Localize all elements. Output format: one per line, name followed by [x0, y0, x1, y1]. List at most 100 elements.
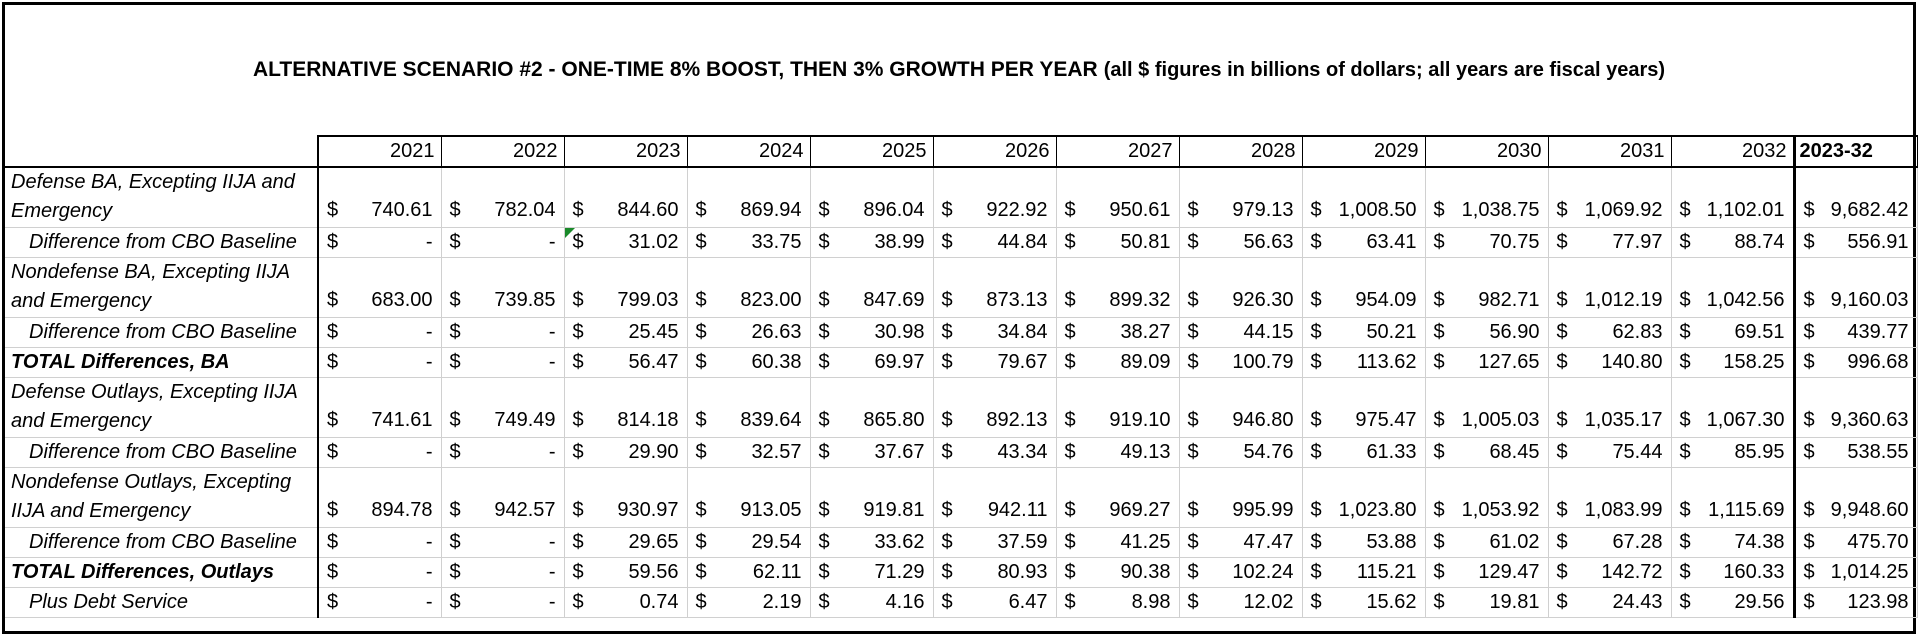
cell-value: 38.99 — [874, 230, 925, 253]
total-cell: $996.68 — [1792, 347, 1918, 378]
value-cell: $142.72 — [1548, 557, 1672, 588]
currency-symbol: $ — [449, 198, 461, 221]
cell-value: 56.63 — [1243, 230, 1294, 253]
year-header: 2030 — [1425, 135, 1549, 168]
value-cell: $950.61 — [1056, 167, 1180, 228]
currency-symbol: $ — [1556, 440, 1568, 463]
currency-symbol: $ — [1803, 198, 1815, 221]
value-cell: $6.47 — [933, 587, 1057, 618]
cell-value: 1,005.03 — [1461, 408, 1540, 431]
cell-value: 29.54 — [751, 530, 802, 553]
value-cell: $1,042.56 — [1671, 257, 1795, 318]
table-row: Defense BA, Excepting IIJA and Emergency… — [5, 167, 1918, 228]
cell-value: 30.98 — [874, 320, 925, 343]
cell-value: 61.02 — [1489, 530, 1540, 553]
cell-value: 1,008.50 — [1338, 198, 1417, 221]
cell-value: - — [548, 560, 556, 583]
currency-symbol: $ — [1187, 590, 1199, 613]
currency-symbol: $ — [941, 590, 953, 613]
cell-value: 1,023.80 — [1338, 498, 1417, 521]
header-blank-cell — [5, 136, 319, 168]
currency-symbol: $ — [327, 498, 339, 521]
cell-value: 113.62 — [1356, 350, 1417, 373]
value-cell: $ - — [441, 557, 565, 588]
cell-value: 160.33 — [1723, 560, 1785, 583]
cell-value: 71.29 — [874, 560, 925, 583]
value-cell: $1,038.75 — [1425, 167, 1549, 228]
currency-symbol: $ — [1310, 230, 1322, 253]
currency-symbol: $ — [1433, 498, 1445, 521]
value-cell: $799.03 — [564, 257, 688, 318]
currency-symbol: $ — [449, 350, 461, 373]
value-cell: $44.15 — [1179, 317, 1303, 348]
currency-symbol: $ — [572, 590, 584, 613]
value-cell: $29.90 — [564, 437, 688, 468]
currency-symbol: $ — [327, 288, 339, 311]
table-row: Nondefense Outlays, Excepting IIJA and E… — [5, 467, 1918, 528]
currency-symbol: $ — [1433, 590, 1445, 613]
cell-value: 0.74 — [639, 590, 679, 613]
row-label: Nondefense Outlays, Excepting IIJA and E… — [5, 467, 319, 528]
cell-value: 43.34 — [997, 440, 1048, 463]
cell-value: - — [425, 440, 433, 463]
cell-value: 899.32 — [1109, 288, 1171, 311]
currency-symbol: $ — [1433, 230, 1445, 253]
currency-symbol: $ — [327, 350, 339, 373]
cell-value: 33.62 — [874, 530, 925, 553]
cell-value: 1,042.56 — [1706, 288, 1785, 311]
value-cell: $930.97 — [564, 467, 688, 528]
currency-symbol: $ — [941, 530, 953, 553]
currency-symbol: $ — [1679, 560, 1691, 583]
value-cell: $61.33 — [1302, 437, 1426, 468]
cell-value: 62.83 — [1612, 320, 1663, 343]
cell-value: 1,038.75 — [1461, 198, 1540, 221]
value-cell: $50.21 — [1302, 317, 1426, 348]
currency-symbol: $ — [695, 230, 707, 253]
value-cell: $29.56 — [1671, 587, 1795, 618]
currency-symbol: $ — [449, 530, 461, 553]
currency-symbol: $ — [327, 230, 339, 253]
currency-symbol: $ — [327, 320, 339, 343]
cell-value: 683.00 — [371, 288, 433, 311]
cell-value: - — [548, 440, 556, 463]
value-cell: $69.97 — [810, 347, 934, 378]
currency-symbol: $ — [818, 530, 830, 553]
currency-symbol: $ — [818, 560, 830, 583]
currency-symbol: $ — [1064, 320, 1076, 343]
currency-symbol: $ — [449, 498, 461, 521]
value-cell: $56.63 — [1179, 227, 1303, 258]
value-cell: $749.49 — [441, 377, 565, 438]
cell-value: 9,160.03 — [1830, 288, 1909, 311]
cell-value: 75.44 — [1612, 440, 1663, 463]
currency-symbol: $ — [818, 230, 830, 253]
value-cell: $80.93 — [933, 557, 1057, 588]
currency-symbol: $ — [1556, 560, 1568, 583]
cell-value: 32.57 — [751, 440, 802, 463]
comment-flag-icon — [564, 227, 575, 238]
year-header: 2026 — [933, 135, 1057, 168]
cell-value: 538.55 — [1847, 440, 1909, 463]
currency-symbol: $ — [1679, 288, 1691, 311]
header-row: 2021 2022 2023 2024 2025 2026 2027 2028 … — [5, 135, 1918, 168]
currency-symbol: $ — [818, 288, 830, 311]
cell-value: 56.47 — [628, 350, 679, 373]
cell-value: 29.65 — [628, 530, 679, 553]
currency-symbol: $ — [1803, 408, 1815, 431]
value-cell: $ - — [318, 227, 442, 258]
cell-value: 37.67 — [874, 440, 925, 463]
cell-value: - — [425, 590, 433, 613]
row-label: TOTAL Differences, Outlays — [5, 557, 319, 588]
currency-symbol: $ — [1187, 198, 1199, 221]
cell-value: 25.45 — [628, 320, 679, 343]
value-cell: $67.28 — [1548, 527, 1672, 558]
value-cell: $683.00 — [318, 257, 442, 318]
currency-symbol: $ — [695, 288, 707, 311]
cell-value: 68.45 — [1489, 440, 1540, 463]
currency-symbol: $ — [1433, 198, 1445, 221]
value-cell: $38.99 — [810, 227, 934, 258]
cell-value: 44.15 — [1243, 320, 1294, 343]
currency-symbol: $ — [695, 198, 707, 221]
table-row: Difference from CBO Baseline $ - $ - $29.65 $2… — [5, 527, 1918, 558]
value-cell: $61.02 — [1425, 527, 1549, 558]
currency-symbol: $ — [941, 440, 953, 463]
